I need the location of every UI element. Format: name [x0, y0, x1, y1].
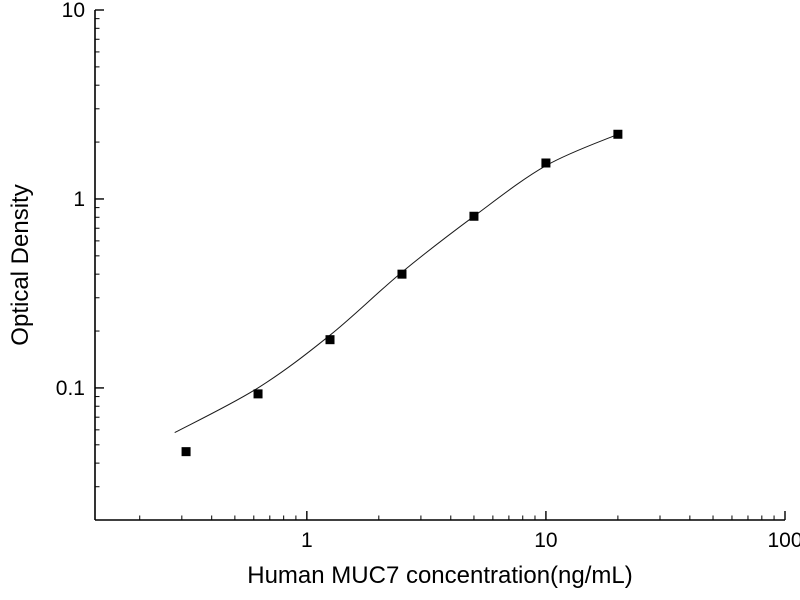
fit-curve: [174, 133, 619, 434]
data-point: [541, 158, 551, 168]
data-point: [181, 447, 191, 457]
y-tick-label: 0.1: [56, 377, 85, 400]
x-axis-title: Human MUC7 concentration(ng/mL): [247, 562, 633, 589]
data-point: [397, 269, 407, 279]
data-point: [469, 211, 479, 221]
axes: [94, 10, 785, 521]
tick-labels: 0.1 1 10 1 10 100: [56, 0, 800, 552]
data-point: [325, 335, 335, 345]
x-tick-label: 100: [767, 529, 800, 552]
y-tick-label: 1: [73, 188, 85, 211]
y-tick-label: 10: [62, 0, 85, 22]
data-points: [181, 129, 623, 457]
tick-marks: [95, 9, 786, 521]
x-tick-label: 1: [301, 529, 313, 552]
data-point: [253, 389, 263, 399]
x-tick-label: 10: [534, 529, 557, 552]
y-axis-title: Optical Density: [7, 184, 34, 345]
data-point: [613, 129, 623, 139]
